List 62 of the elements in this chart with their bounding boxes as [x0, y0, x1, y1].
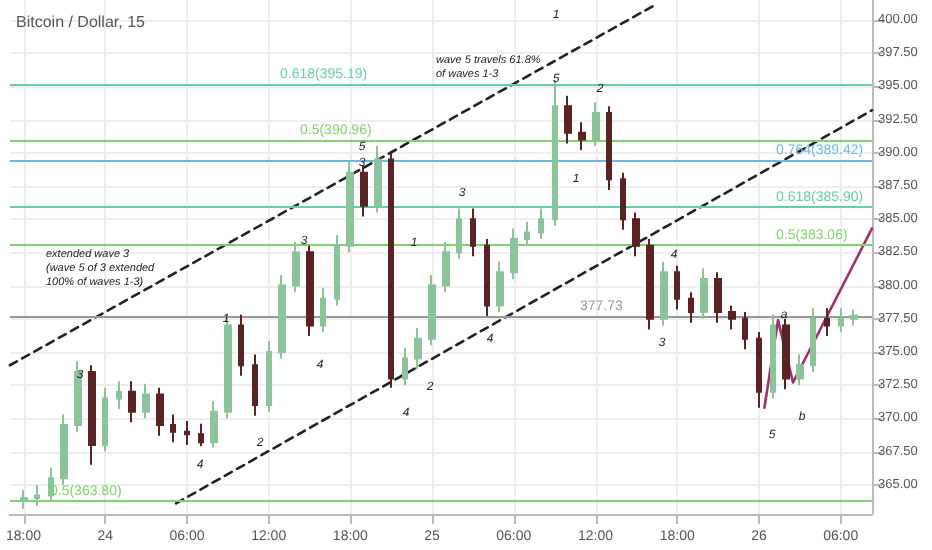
- candlestick: [224, 313, 232, 420]
- candlestick: [524, 220, 530, 247]
- candlestick: [156, 386, 164, 437]
- candlestick: [470, 207, 476, 258]
- candlestick: [850, 308, 858, 327]
- candlestick: [306, 244, 314, 338]
- candlestick: [320, 287, 326, 334]
- candlestick: [756, 331, 762, 409]
- candlestick: [428, 273, 436, 347]
- candlestick: [824, 307, 830, 338]
- candlestick: [210, 400, 218, 449]
- candlestick: [266, 340, 272, 413]
- candlestick: [646, 238, 654, 331]
- candlestick: [564, 94, 572, 145]
- candlestick: [374, 145, 382, 214]
- candlestick: [578, 121, 586, 152]
- candlestick: [496, 260, 504, 314]
- candlestick: [198, 422, 204, 448]
- candlestick: [102, 386, 108, 453]
- candlestick: [674, 264, 680, 311]
- candlestick: [620, 171, 626, 231]
- candlestick: [252, 353, 258, 417]
- candlestick: [170, 413, 176, 444]
- candlestick: [770, 313, 776, 400]
- candlestick: [782, 317, 790, 391]
- candlestick: [60, 413, 68, 486]
- candlestick: [238, 313, 244, 377]
- candlestick: [88, 364, 96, 466]
- candlestick: [128, 380, 136, 424]
- candlestick: [742, 311, 748, 351]
- candlestick: [714, 271, 722, 324]
- candlestick: [48, 466, 54, 502]
- candlestick: [592, 101, 600, 148]
- candlestick: [728, 304, 736, 331]
- candlestick: [700, 267, 708, 320]
- candlestick: [796, 353, 804, 387]
- candlestick: [442, 240, 450, 294]
- candlestick: [278, 273, 286, 360]
- candlestick: [484, 238, 490, 318]
- text: Bitcoin / Dollar, 15: [16, 13, 147, 31]
- candlestick: [20, 489, 28, 510]
- candlestick: [688, 291, 694, 324]
- candlestick: [116, 380, 122, 411]
- candlestick: [402, 346, 408, 387]
- candlestick: [810, 307, 816, 373]
- candlestick: [838, 307, 844, 334]
- candlestick: [660, 260, 668, 327]
- candlestick: [334, 234, 340, 307]
- candlestick: [34, 483, 40, 508]
- candlestick: [184, 420, 190, 446]
- candlestick: [538, 207, 544, 241]
- candlestick: [510, 227, 518, 280]
- candlestick: [142, 382, 150, 420]
- candlestick: [456, 207, 462, 260]
- candlestick: [346, 161, 354, 254]
- candlestick: [360, 165, 368, 218]
- candlestick: [606, 105, 612, 191]
- candlestick: [292, 240, 300, 294]
- candlestick: [414, 327, 422, 371]
- candlestick: [388, 151, 394, 389]
- candlestick: [632, 211, 640, 258]
- candlestick: [74, 360, 82, 433]
